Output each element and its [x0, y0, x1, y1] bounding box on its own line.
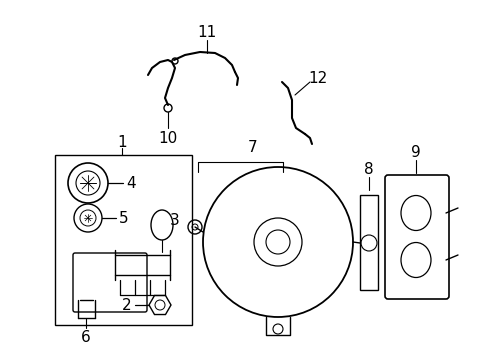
- Bar: [359, 195, 377, 290]
- Text: 8: 8: [364, 162, 373, 176]
- Text: 4: 4: [126, 176, 136, 190]
- Text: 12: 12: [308, 71, 327, 86]
- Text: 6: 6: [81, 330, 91, 346]
- Bar: [55, 155, 192, 325]
- Text: 5: 5: [119, 211, 128, 225]
- Text: 10: 10: [158, 131, 177, 145]
- Text: 11: 11: [197, 24, 216, 40]
- Text: 7: 7: [248, 140, 257, 154]
- Text: 2: 2: [122, 297, 132, 312]
- Text: 3: 3: [170, 212, 180, 228]
- Text: 9: 9: [410, 144, 420, 159]
- Text: 1: 1: [117, 135, 126, 149]
